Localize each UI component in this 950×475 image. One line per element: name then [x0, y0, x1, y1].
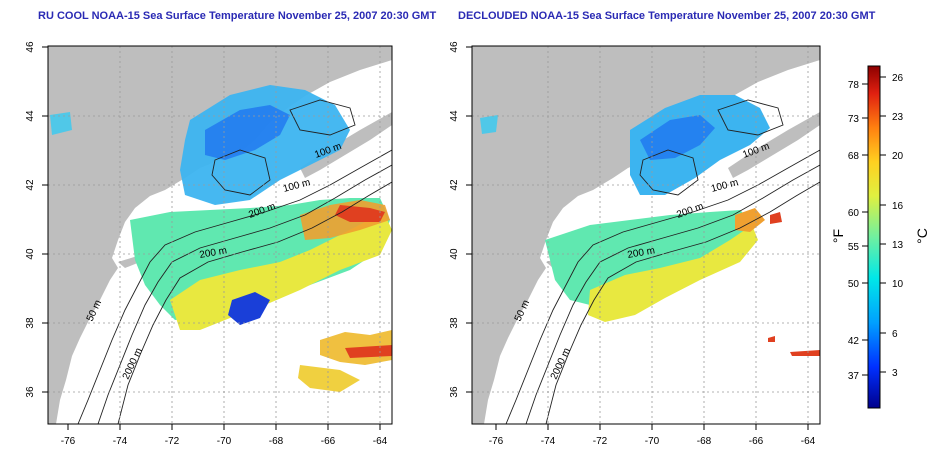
y-tick: 42 [25, 179, 36, 191]
colorbar-c-tick: 20 [892, 151, 904, 162]
lat-lon-grid [472, 46, 820, 424]
x-tick: -76 [489, 436, 504, 447]
colorbar-c-tick: 3 [892, 368, 898, 379]
colorbar-f-tick: 78 [848, 80, 860, 91]
colorbar-f-tick: 42 [848, 336, 860, 347]
y-tick: 42 [449, 179, 460, 191]
x-tick: -70 [645, 436, 660, 447]
x-tick: -76 [61, 436, 76, 447]
x-tick: -68 [269, 436, 284, 447]
y-tick: 44 [25, 110, 36, 122]
y-tick: 36 [25, 386, 36, 398]
colorbar-c-tick: 10 [892, 279, 904, 290]
land-mass [48, 46, 392, 424]
x-tick: -74 [541, 436, 556, 447]
y-tick: 40 [25, 248, 36, 260]
left-map-panel: 200 m 100 m 100 m 200 m 50 m 2000 m -76 … [25, 41, 393, 447]
colorbar-f-label: °F [830, 229, 846, 243]
colorbar-c-tick: 16 [892, 201, 904, 212]
x-tick: -64 [801, 436, 816, 447]
colorbar-f-tick: 68 [848, 151, 860, 162]
x-tick: -70 [217, 436, 232, 447]
sst-cool-region [180, 85, 350, 205]
right-map-frame [471, 45, 821, 425]
sst-warm-region [170, 215, 392, 330]
colorbar-c-label: °C [914, 228, 930, 244]
colorbar-f-tick: 50 [848, 279, 860, 290]
y-tick: 40 [449, 248, 460, 260]
x-tick: -68 [697, 436, 712, 447]
colorbar-c-tick: 23 [892, 112, 904, 123]
contour-label-200m: 200 m [199, 245, 228, 261]
colorbar-c-tick: 13 [892, 240, 904, 251]
x-tick: -72 [165, 436, 180, 447]
colorbar-f-tick: 73 [848, 114, 860, 125]
temperature-colorbar: 78 73 68 60 55 50 42 37 26 23 20 16 13 1… [830, 65, 930, 409]
colorbar-c-tick: 6 [892, 329, 898, 340]
y-tick: 44 [449, 110, 460, 122]
colorbar-c-tick: 26 [892, 73, 904, 84]
y-tick: 46 [449, 41, 460, 53]
land-mass [472, 46, 820, 424]
contour-label-200m: 200 m [627, 245, 656, 261]
left-map-frame [47, 45, 393, 425]
x-tick: -72 [593, 436, 608, 447]
lat-lon-grid [48, 46, 392, 424]
y-tick: 38 [449, 317, 460, 329]
colorbar-f-tick: 55 [848, 242, 860, 253]
right-map-panel: 200 m 100 m 100 m 200 m 50 m 2000 m -76 … [449, 41, 821, 447]
colorbar-f-tick: 60 [848, 208, 860, 219]
y-tick: 38 [25, 317, 36, 329]
left-map-title: RU COOL NOAA-15 Sea Surface Temperature … [38, 10, 437, 22]
y-tick: 46 [25, 41, 36, 53]
colorbar-f-tick: 37 [848, 371, 860, 382]
right-map-title: DECLOUDED NOAA-15 Sea Surface Temperatur… [458, 10, 876, 22]
x-tick: -74 [113, 436, 128, 447]
y-tick: 36 [449, 386, 460, 398]
colorbar-gradient [867, 65, 881, 409]
x-tick: -66 [321, 436, 336, 447]
x-tick: -66 [749, 436, 764, 447]
x-tick: -64 [373, 436, 388, 447]
